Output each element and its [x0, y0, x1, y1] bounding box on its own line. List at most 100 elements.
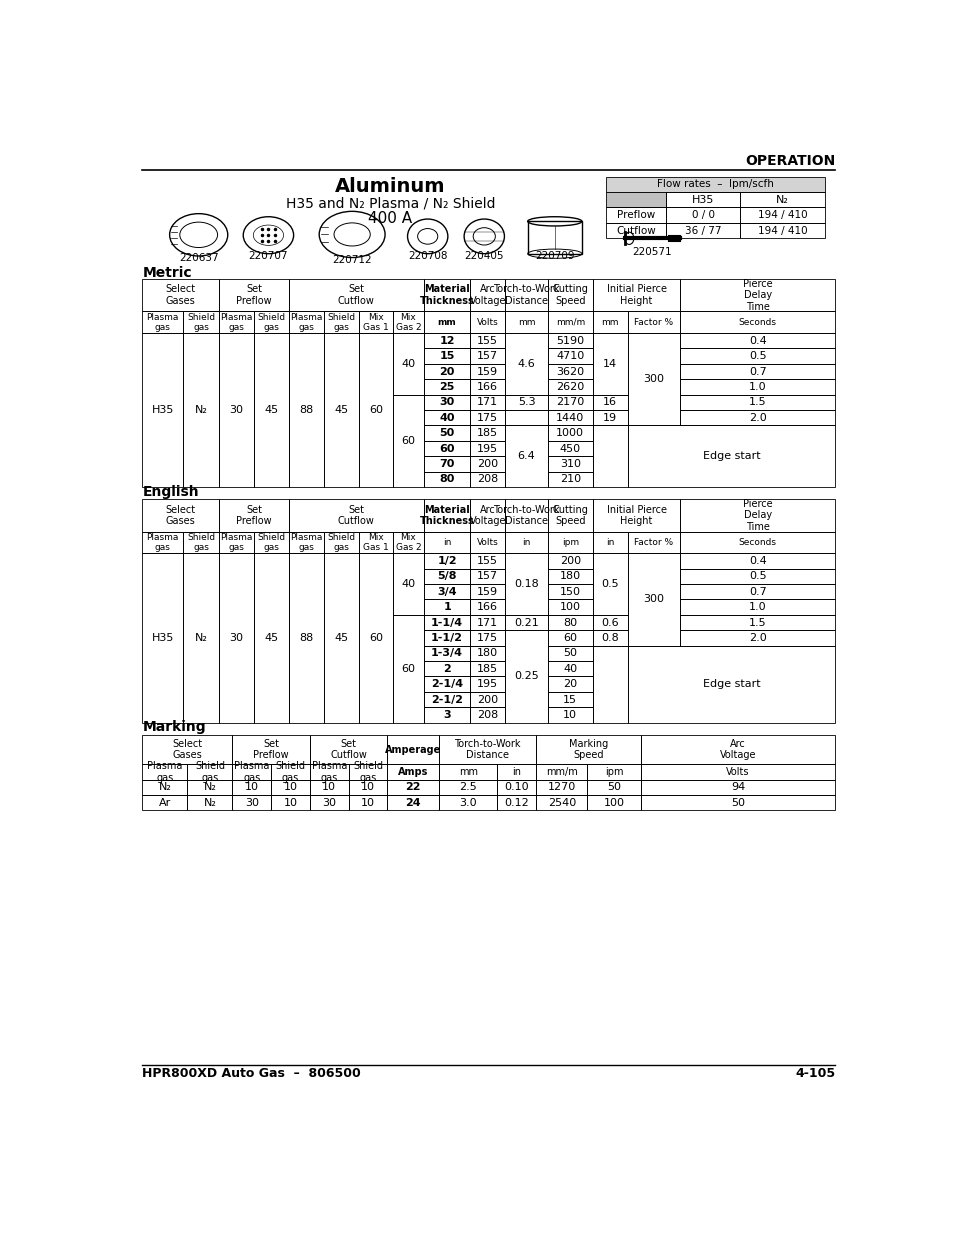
Text: 20: 20: [439, 367, 455, 377]
Bar: [627, 553, 679, 646]
Bar: [423, 630, 470, 646]
Text: 194 / 410: 194 / 410: [757, 210, 806, 220]
Text: 45: 45: [264, 632, 278, 643]
Bar: [470, 441, 505, 456]
Text: 30: 30: [245, 798, 258, 808]
Bar: [423, 531, 470, 553]
Bar: [547, 348, 592, 364]
Text: 220712: 220712: [332, 254, 372, 264]
Text: Amperage: Amperage: [385, 745, 441, 755]
Bar: [470, 472, 505, 487]
Bar: [393, 311, 423, 333]
Text: 300: 300: [643, 374, 664, 384]
Text: 300: 300: [643, 594, 664, 604]
Text: Plasma
gas: Plasma gas: [147, 312, 178, 332]
Bar: [219, 333, 253, 487]
Bar: [547, 379, 592, 395]
Text: 80: 80: [562, 618, 577, 627]
Text: 450: 450: [559, 443, 580, 453]
Bar: [627, 425, 835, 487]
Text: 12: 12: [439, 336, 455, 346]
Bar: [547, 410, 592, 425]
Bar: [142, 795, 187, 810]
Text: 171: 171: [476, 618, 497, 627]
Text: Marking
Speed: Marking Speed: [568, 739, 607, 761]
Bar: [142, 779, 187, 795]
Bar: [271, 795, 310, 810]
Bar: [393, 531, 423, 553]
Bar: [679, 630, 835, 646]
Bar: [187, 779, 233, 795]
Text: Aluminum: Aluminum: [335, 177, 445, 196]
Text: 2170: 2170: [556, 398, 584, 408]
Bar: [547, 333, 592, 348]
Text: in: in: [442, 538, 451, 547]
Bar: [547, 456, 592, 472]
Text: 40: 40: [439, 412, 455, 422]
Text: Arc
Voltage: Arc Voltage: [720, 739, 756, 761]
Text: Seconds: Seconds: [738, 538, 776, 547]
Bar: [219, 531, 253, 553]
Text: 4-105: 4-105: [795, 1067, 835, 1081]
Bar: [183, 553, 219, 722]
Bar: [439, 735, 536, 764]
Bar: [470, 630, 505, 646]
Text: Shield
gas: Shield gas: [353, 761, 382, 783]
Bar: [592, 311, 627, 333]
Text: ipm: ipm: [561, 538, 578, 547]
Bar: [289, 333, 323, 487]
Bar: [183, 333, 219, 487]
Bar: [253, 311, 289, 333]
Bar: [505, 410, 547, 425]
Bar: [423, 364, 470, 379]
Text: 180: 180: [559, 572, 580, 582]
Bar: [387, 735, 439, 764]
Bar: [423, 599, 470, 615]
Bar: [592, 646, 627, 722]
Bar: [470, 379, 505, 395]
Text: Select
Gases: Select Gases: [166, 284, 195, 306]
Bar: [627, 646, 835, 722]
Text: 6.4: 6.4: [517, 451, 535, 461]
Bar: [505, 630, 547, 722]
Bar: [740, 207, 824, 222]
Text: 100: 100: [559, 603, 580, 613]
Text: 0.5: 0.5: [748, 351, 766, 361]
Bar: [547, 692, 592, 708]
Text: 0.7: 0.7: [748, 367, 766, 377]
Text: 60: 60: [369, 405, 382, 415]
Bar: [592, 279, 679, 311]
Bar: [423, 348, 470, 364]
Bar: [679, 531, 835, 553]
Bar: [423, 708, 470, 722]
Text: 15: 15: [439, 351, 455, 361]
Text: Shield
gas: Shield gas: [257, 532, 285, 552]
Text: 0.21: 0.21: [514, 618, 538, 627]
Bar: [679, 348, 835, 364]
Text: Shield
gas: Shield gas: [187, 312, 214, 332]
Text: 0.4: 0.4: [748, 556, 766, 566]
Text: 1-1/2: 1-1/2: [431, 632, 462, 643]
Text: 10: 10: [245, 782, 258, 793]
Bar: [666, 193, 740, 207]
Text: 159: 159: [476, 587, 497, 597]
Text: mm/m: mm/m: [555, 317, 584, 327]
Text: H35: H35: [691, 195, 714, 205]
Text: 1270: 1270: [547, 782, 576, 793]
Text: 3: 3: [443, 710, 451, 720]
Text: 220637: 220637: [178, 253, 218, 263]
Bar: [423, 279, 470, 311]
Bar: [592, 425, 627, 487]
Text: 30: 30: [322, 798, 335, 808]
Bar: [253, 553, 289, 722]
Bar: [640, 795, 835, 810]
Text: mm: mm: [458, 767, 477, 777]
Bar: [547, 441, 592, 456]
Bar: [679, 279, 835, 311]
Bar: [605, 177, 824, 193]
Bar: [536, 764, 587, 779]
Text: 150: 150: [559, 587, 580, 597]
Text: English: English: [142, 484, 199, 499]
Text: 10: 10: [283, 782, 297, 793]
Text: 171: 171: [476, 398, 497, 408]
